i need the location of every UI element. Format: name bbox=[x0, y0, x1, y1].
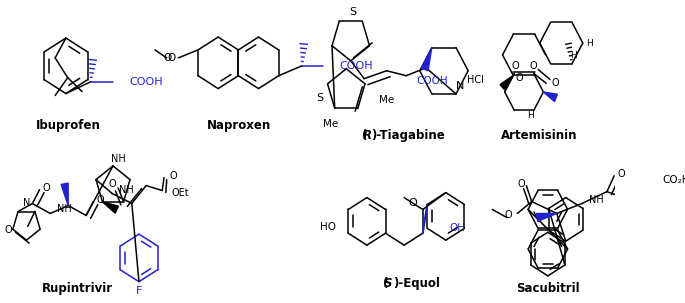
Text: Naproxen: Naproxen bbox=[207, 119, 271, 132]
Text: O: O bbox=[511, 61, 519, 71]
Text: OH: OH bbox=[449, 223, 465, 233]
Text: O: O bbox=[5, 225, 12, 235]
Text: CO₂H: CO₂H bbox=[662, 175, 685, 185]
Text: R: R bbox=[362, 129, 371, 142]
Polygon shape bbox=[61, 183, 68, 205]
Text: Rupintrivir: Rupintrivir bbox=[42, 282, 113, 295]
Polygon shape bbox=[536, 213, 557, 221]
Text: H: H bbox=[571, 51, 577, 60]
Text: O: O bbox=[551, 78, 559, 88]
Polygon shape bbox=[543, 92, 558, 102]
Text: NH: NH bbox=[58, 204, 72, 214]
Text: OEt: OEt bbox=[171, 188, 189, 198]
Text: N: N bbox=[23, 198, 30, 208]
Text: O: O bbox=[169, 171, 177, 181]
Text: HCl: HCl bbox=[467, 75, 484, 85]
Text: Sacubitril: Sacubitril bbox=[516, 282, 580, 295]
Text: O: O bbox=[530, 61, 537, 71]
Text: O: O bbox=[97, 195, 104, 205]
Text: O: O bbox=[617, 169, 625, 179]
Text: (: ( bbox=[383, 277, 388, 290]
Text: O: O bbox=[517, 179, 525, 189]
Text: HO: HO bbox=[320, 222, 336, 232]
Text: O: O bbox=[515, 73, 523, 83]
Text: F: F bbox=[136, 286, 142, 296]
Text: N: N bbox=[456, 81, 464, 91]
Text: O: O bbox=[109, 179, 116, 189]
Text: NH: NH bbox=[111, 154, 126, 164]
Text: H: H bbox=[586, 38, 593, 48]
Polygon shape bbox=[103, 202, 119, 213]
Text: Artemisinin: Artemisinin bbox=[501, 129, 577, 142]
Text: O: O bbox=[167, 53, 175, 63]
Text: (: ( bbox=[362, 129, 367, 142]
Text: NH: NH bbox=[589, 195, 603, 205]
Text: )-Tiagabine: )-Tiagabine bbox=[371, 129, 445, 142]
Text: O: O bbox=[409, 198, 417, 208]
Text: S: S bbox=[384, 277, 393, 290]
Text: Me: Me bbox=[379, 95, 394, 105]
Polygon shape bbox=[500, 75, 513, 90]
Text: COOH: COOH bbox=[129, 77, 163, 87]
Text: S: S bbox=[349, 7, 356, 17]
Text: )-Equol: )-Equol bbox=[393, 277, 440, 290]
Text: Ibuprofen: Ibuprofen bbox=[36, 119, 101, 132]
Text: O: O bbox=[163, 53, 171, 63]
Text: Me: Me bbox=[323, 119, 338, 129]
Text: COOH: COOH bbox=[340, 61, 373, 71]
Polygon shape bbox=[421, 48, 432, 71]
Text: S: S bbox=[316, 94, 323, 104]
Text: COOH: COOH bbox=[416, 76, 448, 86]
Text: O: O bbox=[504, 210, 512, 220]
Text: O: O bbox=[43, 183, 51, 193]
Text: H: H bbox=[527, 111, 534, 120]
Text: NH: NH bbox=[119, 185, 134, 195]
